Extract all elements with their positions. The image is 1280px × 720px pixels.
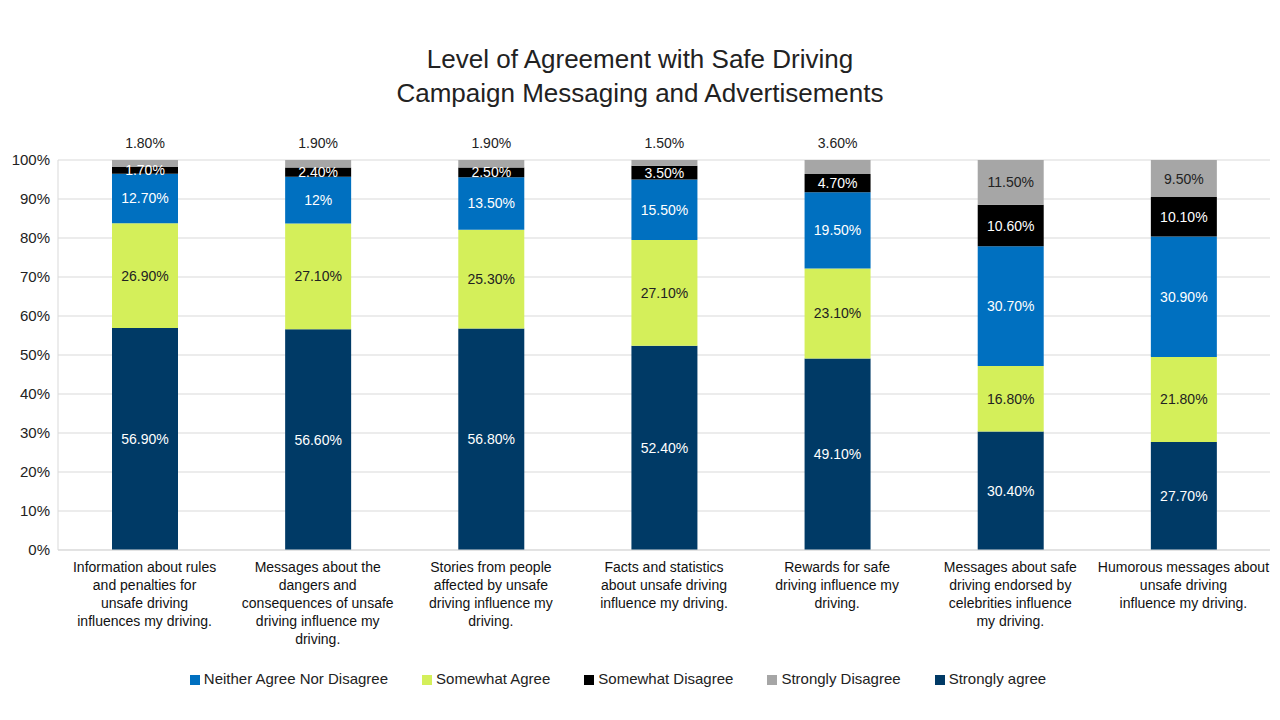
svg-text:0%: 0%	[28, 541, 50, 558]
svg-text:12%: 12%	[304, 192, 332, 208]
svg-text:11.50%: 11.50%	[987, 174, 1033, 190]
svg-text:27.10%: 27.10%	[294, 268, 341, 284]
svg-text:2.50%: 2.50%	[471, 164, 511, 180]
svg-text:30%: 30%	[20, 424, 50, 441]
svg-text:Messages about thedangers andc: Messages about thedangers andconsequence…	[242, 559, 394, 647]
svg-text:56.80%: 56.80%	[468, 431, 515, 447]
svg-text:Facts and statisticsabout unsa: Facts and statisticsabout unsafe driving…	[600, 559, 728, 611]
svg-text:Information about rulesand pen: Information about rulesand penalties for…	[73, 559, 216, 629]
svg-text:10.10%: 10.10%	[1160, 209, 1207, 225]
svg-text:50%: 50%	[20, 346, 50, 363]
svg-text:13.50%: 13.50%	[468, 195, 515, 211]
svg-text:16.80%: 16.80%	[987, 391, 1034, 407]
html-text:Neither Agree Nor Disagree: Neither Agree Nor Disagree	[203, 670, 389, 687]
svg-text:2.40%: 2.40%	[298, 164, 338, 180]
html-text:Strongly Disagree: Strongly Disagree	[781, 670, 901, 687]
svg-text:70%: 70%	[20, 268, 50, 285]
svg-text:26.90%: 26.90%	[121, 268, 168, 284]
svg-text:1.50%: 1.50%	[645, 135, 685, 151]
svg-text:3.60%: 3.60%	[818, 135, 858, 151]
svg-text:1.70%: 1.70%	[125, 162, 165, 178]
svg-text:4.70%: 4.70%	[818, 175, 858, 191]
svg-text:56.60%: 56.60%	[294, 432, 341, 448]
svg-text:49.10%: 49.10%	[814, 446, 861, 462]
svg-text:30.70%: 30.70%	[987, 298, 1034, 314]
svg-text:100%: 100%	[12, 151, 50, 168]
svg-text:10%: 10%	[20, 502, 50, 519]
svg-text:90%: 90%	[20, 190, 50, 207]
svg-text:Humorous messages aboutunsafe: Humorous messages aboutunsafe drivinginf…	[1098, 559, 1269, 611]
svg-text:1.90%: 1.90%	[471, 135, 511, 151]
svg-text:1.90%: 1.90%	[298, 135, 338, 151]
svg-text:3.50%: 3.50%	[645, 165, 685, 181]
svg-text:10.60%: 10.60%	[987, 218, 1034, 234]
svg-text:52.40%: 52.40%	[641, 440, 688, 456]
html-text:Strongly agree: Strongly agree	[948, 670, 1047, 687]
svg-text:60%: 60%	[20, 307, 50, 324]
svg-text:Rewards for safedriving influe: Rewards for safedriving influence mydriv…	[775, 559, 899, 611]
svg-text:12.70%: 12.70%	[121, 190, 168, 206]
svg-text:56.90%: 56.90%	[121, 431, 168, 447]
svg-text:40%: 40%	[20, 385, 50, 402]
svg-text:27.70%: 27.70%	[1160, 488, 1207, 504]
svg-text:Messages about safedriving end: Messages about safedriving endorsed byce…	[944, 559, 1077, 629]
svg-text:30.90%: 30.90%	[1160, 289, 1207, 305]
html-text:Somewhat Disagree: Somewhat Disagree	[598, 670, 734, 687]
svg-text:19.50%: 19.50%	[814, 222, 861, 238]
svg-text:30.40%: 30.40%	[987, 483, 1034, 499]
svg-text:21.80%: 21.80%	[1160, 391, 1207, 407]
html-text:Somewhat Agree: Somewhat Agree	[436, 670, 551, 687]
svg-text:25.30%: 25.30%	[468, 271, 515, 287]
svg-text:80%: 80%	[20, 229, 50, 246]
svg-text:23.10%: 23.10%	[814, 305, 861, 321]
svg-text:20%: 20%	[20, 463, 50, 480]
html-text:Level of Agreement with Safe D: Level of Agreement with Safe Driving Cam…	[396, 44, 884, 108]
svg-text:27.10%: 27.10%	[641, 285, 688, 301]
svg-text:Stories from peopleaffected by: Stories from peopleaffected by unsafedri…	[429, 559, 553, 629]
svg-text:1.80%: 1.80%	[125, 135, 165, 151]
svg-text:15.50%: 15.50%	[641, 202, 688, 218]
svg-text:9.50%: 9.50%	[1164, 171, 1204, 187]
